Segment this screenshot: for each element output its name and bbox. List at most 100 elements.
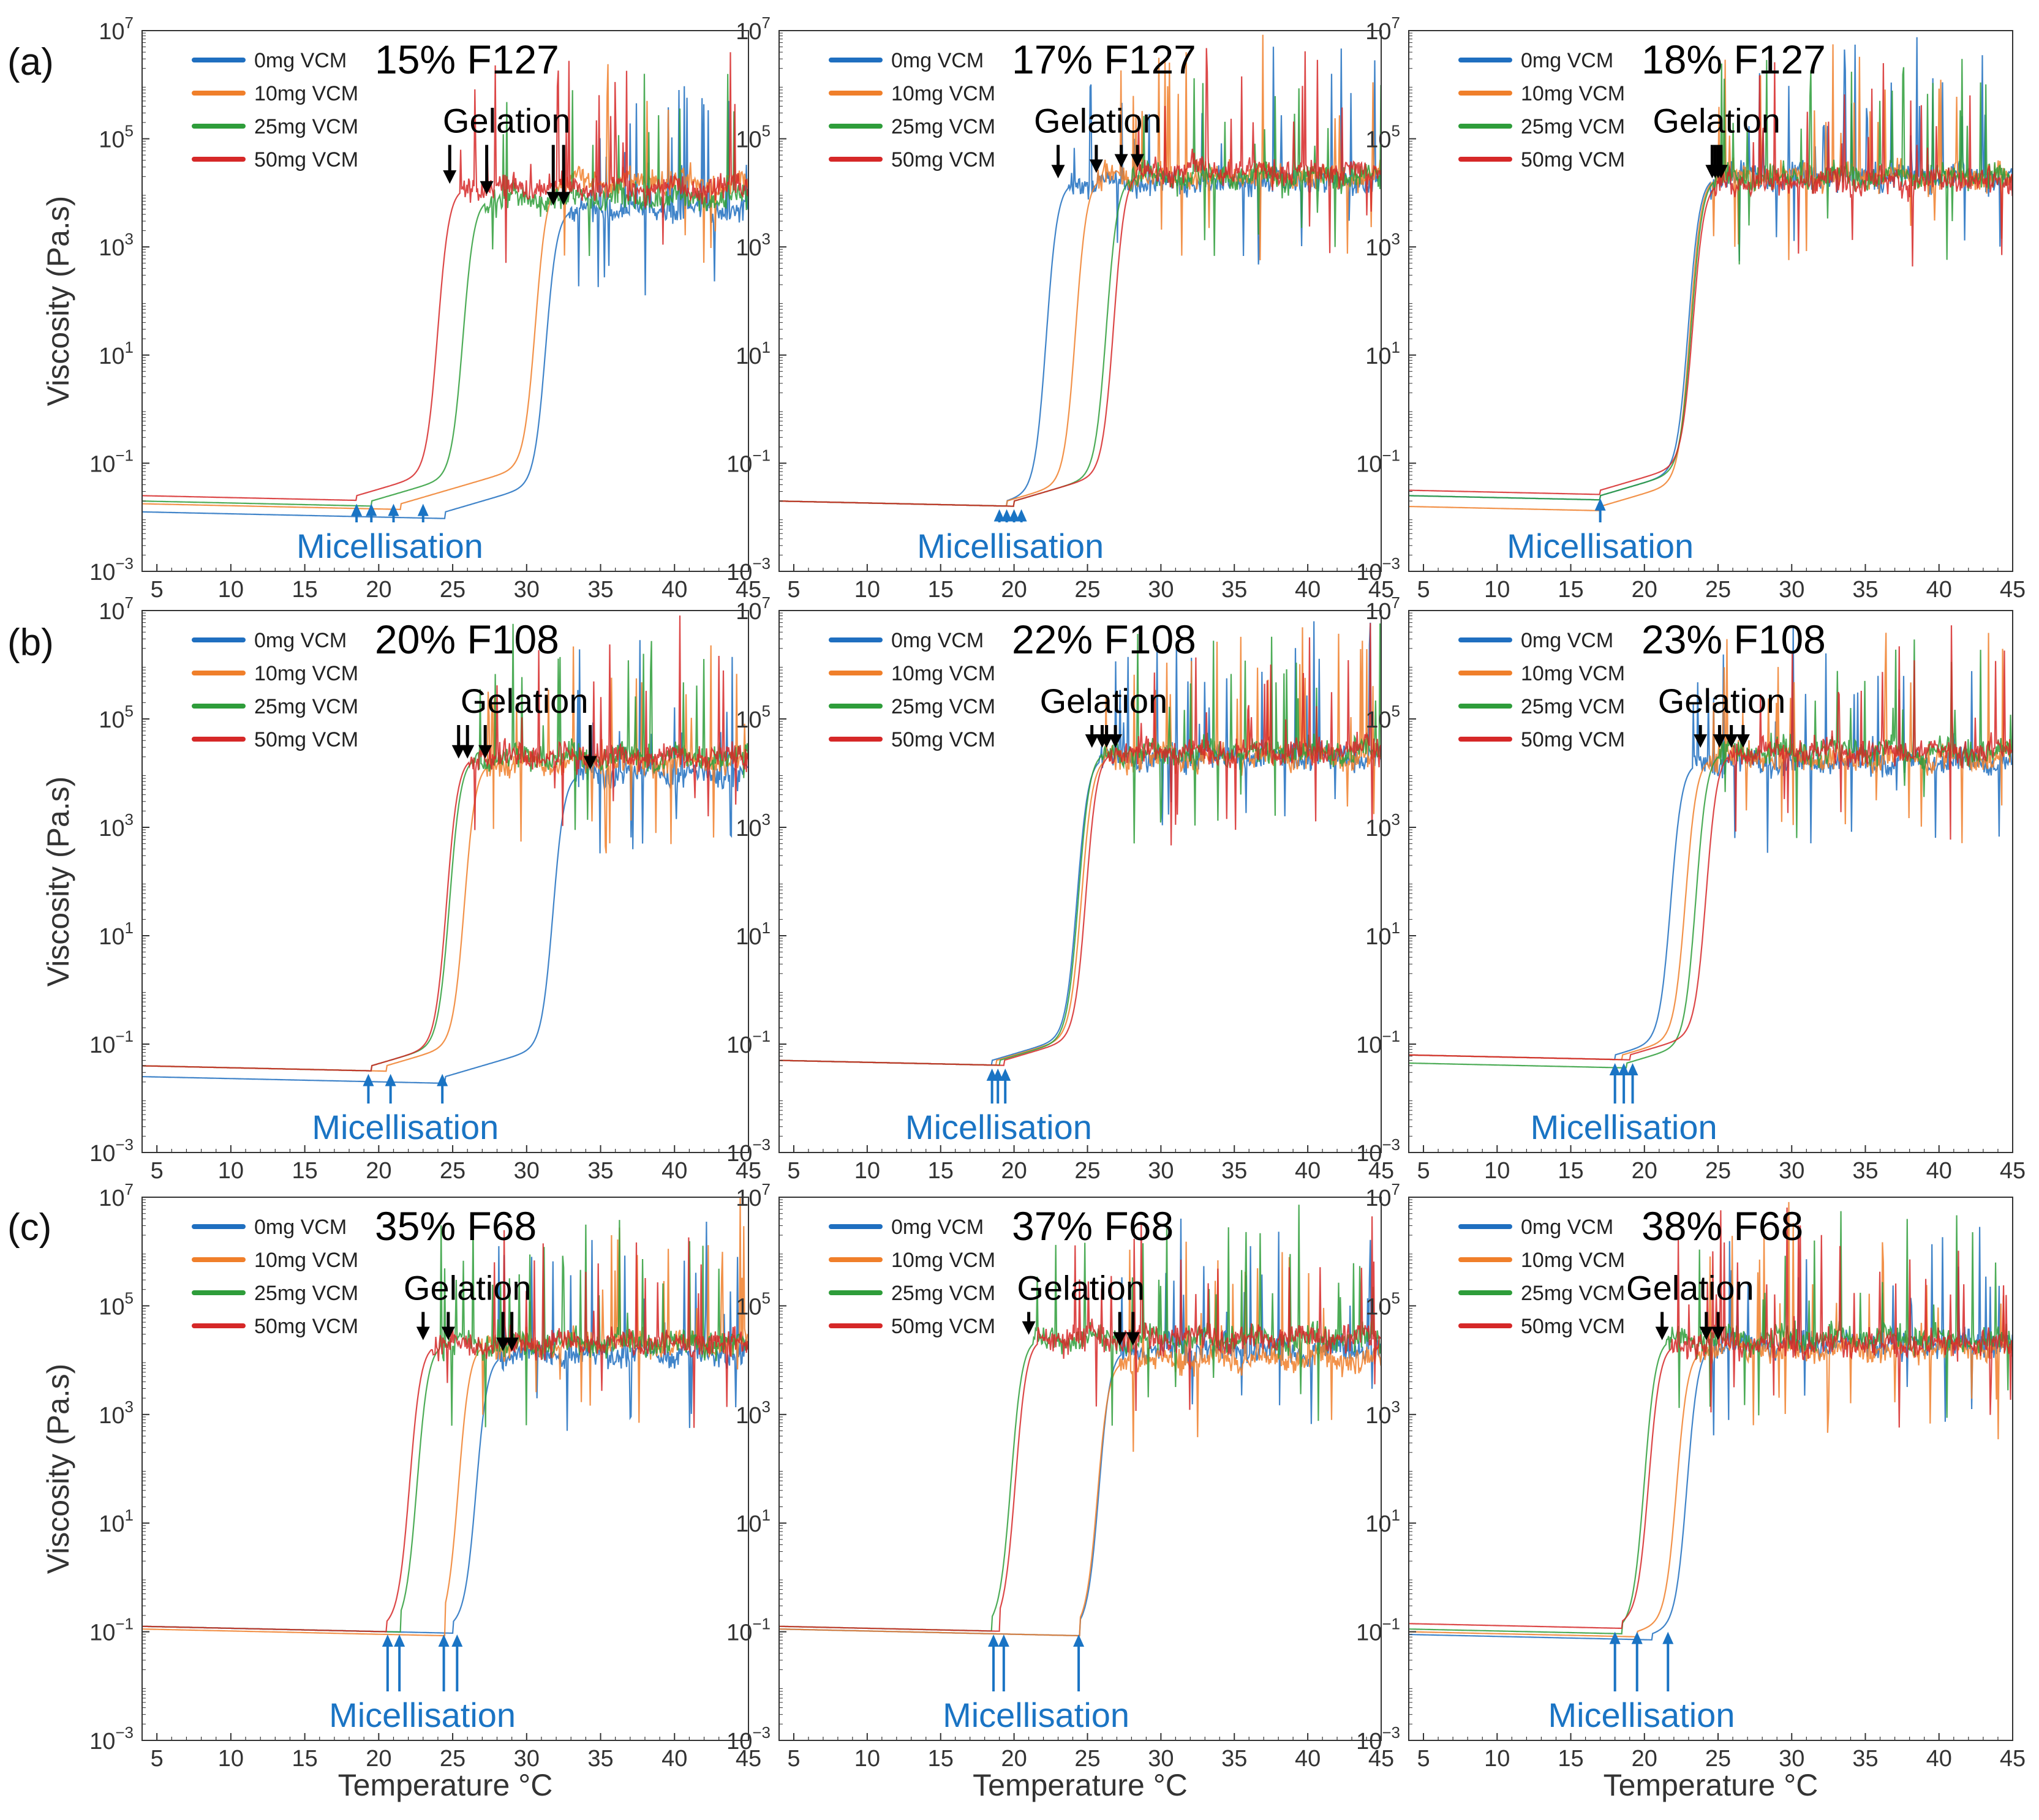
micellisation-label: Micellisation [296,527,483,565]
y-tick-exponent: 1 [125,919,134,937]
y-tick-label: 105 [736,702,771,733]
x-tick-label: 40 [661,1746,687,1772]
micellisation-arrowhead [1609,1062,1621,1075]
micellisation-label: Micellisation [1548,1696,1735,1734]
gelation-arrowhead [480,181,494,195]
x-tick-label: 40 [1926,1158,1952,1184]
micellisation-arrowhead [351,503,363,516]
x-tick-label: 5 [151,1746,164,1772]
x-tick-label: 15 [1558,1158,1583,1184]
x-tick-label: 10 [854,577,880,603]
y-tick-label: 107 [99,13,134,45]
x-tick-label: 25 [1074,1158,1100,1184]
micellisation-label: Micellisation [1507,527,1694,565]
x-tick-label: 30 [514,577,540,603]
y-tick-exponent: 7 [1392,13,1400,32]
plot-frame [1408,30,2013,572]
legend-entry: 10mg VCM [1521,662,1625,685]
y-tick-exponent: 5 [1392,1288,1400,1307]
gelation-arrowhead [416,1326,430,1341]
micellisation-arrowhead [394,1634,405,1647]
x-tick-label: 5 [151,1158,164,1184]
y-tick-exponent: 3 [762,1397,771,1416]
panel-2: 5 10 15 20 25 30 35 40 4510−310−11011031051070mg… [726,13,1394,603]
x-tick-label: 5 [787,577,800,603]
legend-entry: 10mg VCM [254,1249,358,1272]
legend-entry: 0mg VCM [1521,49,1613,72]
plot-frame [141,610,749,1153]
micellisation-arrowhead [388,503,399,516]
x-tick-label: 30 [1148,1746,1174,1772]
y-tick-label: 103 [99,810,134,841]
x-tick-label: 15 [928,1158,954,1184]
micellisation-arrowhead [1662,1631,1674,1644]
y-tick-label: 101 [99,338,134,369]
x-tick-label: 45 [2000,1746,2026,1772]
y-tick-exponent: 7 [1392,1180,1400,1198]
x-tick-label: 25 [1705,1746,1731,1772]
y-axis-label: Viscosity (Pa.s) [41,777,75,987]
legend-entry: 10mg VCM [891,82,995,105]
y-tick-exponent: −3 [1382,1135,1400,1154]
micellisation-label: Micellisation [312,1108,499,1146]
gelation-label: Gelation [1040,682,1168,720]
series-line-50mg-vcm [142,52,748,502]
y-tick-exponent: 5 [125,122,134,140]
x-tick-label: 45 [1368,577,1394,603]
micellisation-arrowhead [1627,1062,1638,1075]
y-tick-exponent: 3 [1392,1397,1400,1416]
x-tick-label: 25 [440,577,465,603]
y-tick-label: 10−3 [89,1135,134,1167]
legend-entry: 50mg VCM [1521,1315,1625,1338]
y-tick-exponent: 3 [125,230,134,248]
gelation-arrowhead [451,745,465,759]
x-tick-label: 20 [366,577,391,603]
micellisation-label: Micellisation [329,1696,516,1734]
plot-frame [778,30,1382,572]
gelation-arrowhead [441,1326,455,1341]
y-tick-label: 105 [1365,1288,1400,1320]
y-tick-exponent: 3 [1392,230,1400,248]
gelation-arrowhead [1655,1326,1669,1341]
y-tick-label: 101 [736,1506,771,1537]
series-line-50mg-vcm [142,615,748,1072]
legend-entry: 50mg VCM [891,1315,995,1338]
x-tick-label: 45 [736,1158,761,1184]
x-tick-label: 5 [1417,1158,1430,1184]
y-tick-label: 105 [1365,122,1400,153]
x-tick-label: 15 [928,1746,954,1772]
row-labels: (a) (b) (c) [7,41,54,1249]
y-tick-exponent: −3 [1382,554,1400,573]
x-tick-label: 10 [218,577,244,603]
y-tick-label: 105 [99,702,134,733]
y-tick-label: 105 [736,122,771,153]
micellisation-label: Micellisation [943,1696,1129,1734]
series-line-50mg-vcm [779,48,1381,507]
y-tick-label: 10−1 [89,1027,134,1058]
micellisation-arrowhead [1594,498,1606,511]
y-tick-exponent: −3 [115,554,134,573]
x-tick-label: 30 [514,1158,540,1184]
micellisation-arrowhead [1001,509,1012,522]
micellisation-arrowhead [366,503,377,516]
series-line-25mg-vcm [142,623,748,1072]
y-axis-label: Viscosity (Pa.s) [41,1364,75,1574]
x-tick-label: 10 [1484,1746,1510,1772]
x-tick-label: 30 [514,1746,540,1772]
legend-entry: 0mg VCM [254,49,347,72]
legend-entry: 25mg VCM [254,115,358,138]
y-tick-label: 101 [1365,1506,1400,1537]
y-tick-exponent: 1 [125,1506,134,1524]
y-tick-label: 103 [99,230,134,261]
y-tick-exponent: 5 [762,702,771,720]
y-tick-label: 101 [99,1506,134,1537]
micellisation-label: Micellisation [905,1108,1092,1146]
panel-title: 23% F108 [1641,617,1826,662]
x-tick-label: 20 [1001,577,1027,603]
gelation-arrowhead [1022,1321,1036,1335]
x-tick-label: 45 [1368,1746,1394,1772]
x-tick-label: 35 [587,577,613,603]
gelation-arrowhead [443,170,457,184]
legend-entry: 25mg VCM [1521,1282,1625,1305]
